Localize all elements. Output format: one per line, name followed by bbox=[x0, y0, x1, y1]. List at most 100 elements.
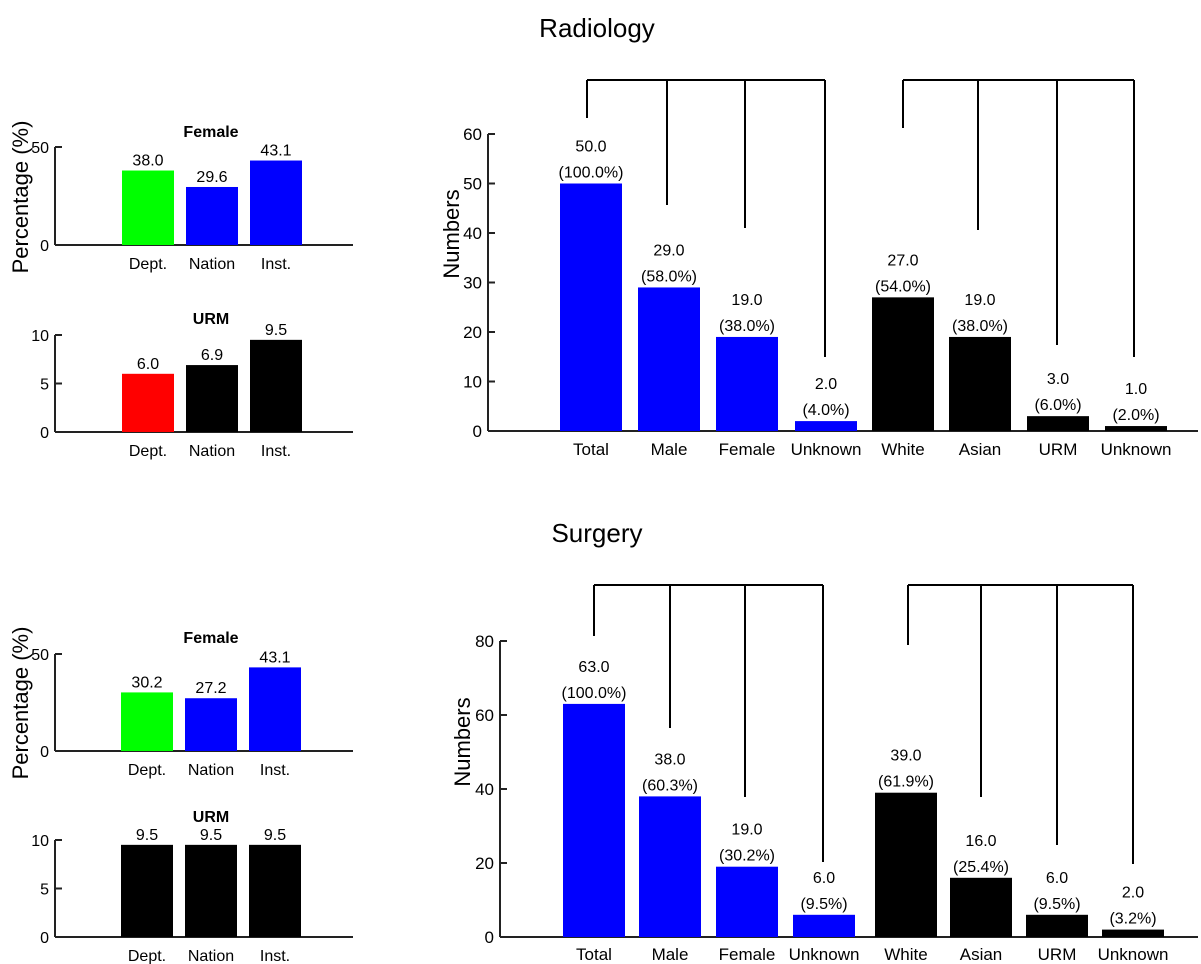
panel-title: Female bbox=[183, 124, 238, 141]
x-tick-label: Nation bbox=[188, 762, 234, 779]
x-tick-label: Unknown bbox=[1098, 945, 1169, 964]
y-tick-label: 10 bbox=[31, 328, 49, 345]
bar-percent-label: (3.2%) bbox=[1109, 911, 1156, 928]
x-tick-label: Male bbox=[652, 945, 689, 964]
y-tick-label: 20 bbox=[463, 323, 482, 342]
bar-white bbox=[875, 792, 937, 937]
y-axis-label: Numbers bbox=[450, 697, 475, 786]
bar-dept bbox=[121, 844, 173, 937]
bar-nation bbox=[185, 698, 237, 751]
bar-value-label: 19.0 bbox=[964, 292, 995, 309]
bar-unknown bbox=[795, 421, 857, 431]
x-tick-label: URM bbox=[1039, 440, 1078, 459]
bar-value-label: 9.5 bbox=[264, 827, 286, 844]
y-axis-label: Numbers bbox=[439, 189, 464, 278]
surgery-main-chart: 0 20 40 60 80 Surgery Numbers (100.0%) 63.0 Total… bbox=[450, 518, 1198, 964]
x-tick-label: Dept. bbox=[129, 443, 167, 460]
y-axis-label: Percentage (%) bbox=[8, 121, 33, 274]
bar-percent-label: (58.0%) bbox=[641, 268, 697, 285]
bar-inst bbox=[249, 844, 301, 937]
x-tick-label: White bbox=[884, 945, 927, 964]
panel-title: URM bbox=[193, 311, 229, 328]
y-tick-label: 0 bbox=[40, 425, 49, 442]
bar-male bbox=[638, 287, 700, 431]
y-tick-label: 30 bbox=[463, 274, 482, 293]
bar-value-label: 29.6 bbox=[196, 169, 227, 186]
bar-value-label: 9.5 bbox=[200, 827, 222, 844]
bar-value-label: 2.0 bbox=[815, 376, 837, 393]
y-tick-label: 0 bbox=[40, 930, 49, 947]
bar-percent-label: (9.5%) bbox=[1033, 896, 1080, 913]
bar-value-label: 9.5 bbox=[265, 322, 287, 339]
bar-value-label: 38.0 bbox=[654, 751, 685, 768]
y-tick-label: 10 bbox=[463, 373, 482, 392]
radiology-urm-chart: 0 5 10 URM 6.0 Dept. 6.9 Nation 9.5 Inst. bbox=[31, 311, 353, 460]
x-tick-label: URM bbox=[1038, 945, 1077, 964]
bar-value-label: 2.0 bbox=[1122, 885, 1144, 902]
bar-percent-label: (100.0%) bbox=[559, 165, 624, 182]
group-bracket bbox=[586, 79, 826, 357]
x-tick-label: Unknown bbox=[1101, 440, 1172, 459]
bar-value-label: 39.0 bbox=[890, 748, 921, 765]
x-tick-label: Asian bbox=[959, 440, 1002, 459]
bar-unknown bbox=[1105, 426, 1167, 431]
bar-value-label: 16.0 bbox=[965, 833, 996, 850]
x-tick-label: Inst. bbox=[260, 948, 290, 964]
y-tick-label: 60 bbox=[475, 706, 494, 725]
x-tick-label: Inst. bbox=[261, 443, 291, 460]
x-tick-label: Unknown bbox=[791, 440, 862, 459]
chart-title: Radiology bbox=[539, 13, 655, 43]
bar-value-label: 27.2 bbox=[195, 680, 226, 697]
x-tick-label: Total bbox=[576, 945, 612, 964]
bar-unknown bbox=[793, 914, 855, 937]
y-tick-label: 50 bbox=[31, 647, 49, 664]
bar-percent-label: (6.0%) bbox=[1034, 397, 1081, 414]
group-bracket bbox=[907, 584, 1134, 864]
bar-inst bbox=[249, 667, 301, 751]
bar-value-label: 29.0 bbox=[653, 242, 684, 259]
bar-percent-label: (60.3%) bbox=[642, 777, 698, 794]
x-tick-label: Dept. bbox=[128, 762, 166, 779]
bar-male bbox=[639, 796, 701, 937]
y-tick-label: 60 bbox=[463, 125, 482, 144]
group-bracket bbox=[902, 79, 1135, 357]
bar-asian bbox=[949, 336, 1011, 431]
bar-value-label: 30.2 bbox=[131, 674, 162, 691]
bar-percent-label: (30.2%) bbox=[719, 848, 775, 865]
bar-inst bbox=[250, 339, 302, 432]
y-tick-label: 0 bbox=[40, 744, 49, 761]
bar-value-label: 9.5 bbox=[136, 827, 158, 844]
y-tick-label: 0 bbox=[40, 238, 49, 255]
bar-value-label: 50.0 bbox=[575, 139, 606, 156]
y-tick-label: 20 bbox=[475, 854, 494, 873]
bar-total bbox=[560, 183, 622, 431]
panel-title: Female bbox=[183, 630, 238, 647]
y-tick-label: 50 bbox=[463, 175, 482, 194]
x-tick-label: Asian bbox=[960, 945, 1003, 964]
bar-value-label: 19.0 bbox=[731, 292, 762, 309]
bar-value-label: 19.0 bbox=[731, 822, 762, 839]
x-tick-label: Nation bbox=[189, 443, 235, 460]
x-tick-label: Total bbox=[573, 440, 609, 459]
bar-percent-label: (2.0%) bbox=[1112, 407, 1159, 424]
bar-inst bbox=[250, 160, 302, 245]
radiology-female-chart: 0 50 Female Percentage (%) 38.0 Dept. 29.6 Nati… bbox=[8, 121, 353, 274]
bar-value-label: 6.0 bbox=[1046, 870, 1068, 887]
bar-percent-label: (61.9%) bbox=[878, 774, 934, 791]
bar-white bbox=[872, 297, 934, 431]
bar-dept bbox=[122, 170, 174, 245]
bar-value-label: 6.0 bbox=[137, 356, 159, 373]
y-tick-label: 0 bbox=[485, 928, 494, 947]
bar-female bbox=[716, 336, 778, 431]
bar-value-label: 1.0 bbox=[1125, 381, 1147, 398]
x-tick-label: Dept. bbox=[129, 256, 167, 273]
y-tick-label: 80 bbox=[475, 632, 494, 651]
bar-dept bbox=[121, 692, 173, 751]
bar-female bbox=[716, 866, 778, 937]
y-tick-label: 5 bbox=[40, 377, 49, 394]
group-bracket bbox=[593, 584, 824, 862]
bar-percent-label: (25.4%) bbox=[953, 859, 1009, 876]
bar-percent-label: (54.0%) bbox=[875, 278, 931, 295]
